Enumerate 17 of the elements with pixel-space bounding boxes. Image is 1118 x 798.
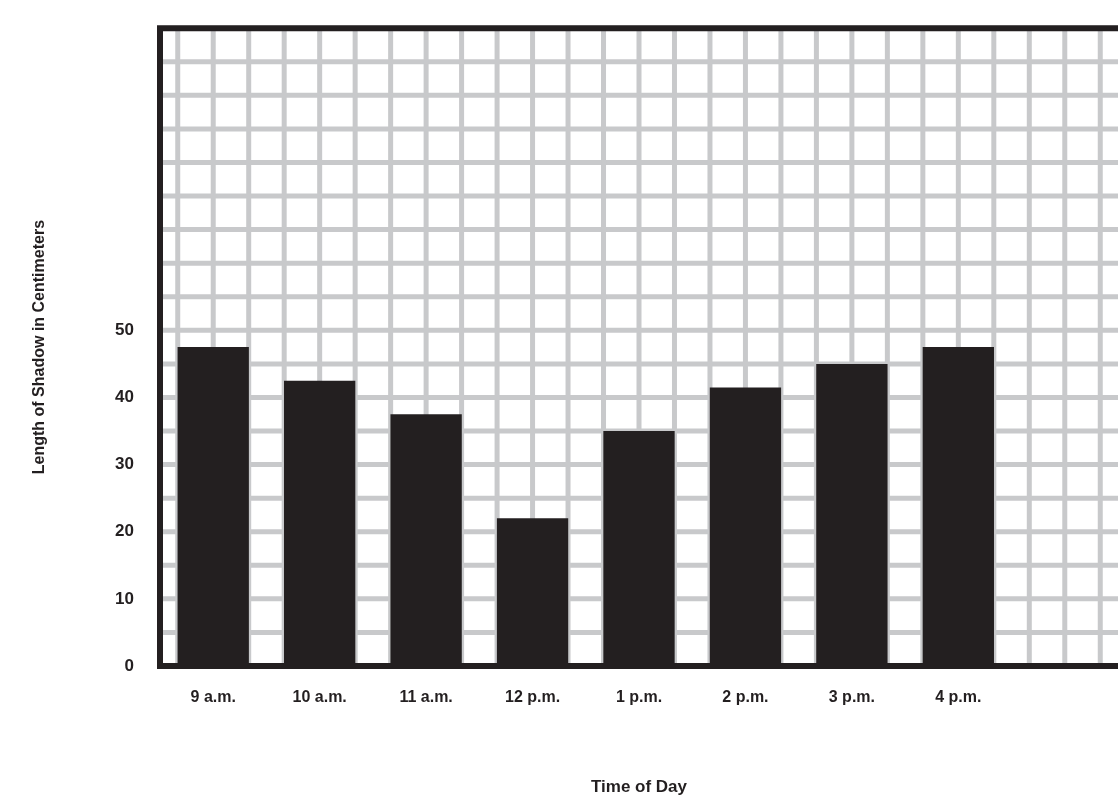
y-tick-label: 10 bbox=[115, 588, 134, 608]
x-tick-label: 11 a.m. bbox=[399, 688, 453, 706]
x-tick-label: 12 p.m. bbox=[504, 688, 561, 706]
y-tick-label: 30 bbox=[115, 454, 134, 474]
y-axis-title: Length of Shadow in Centimeters bbox=[30, 219, 48, 475]
bar bbox=[496, 518, 569, 666]
x-tick-label: 3 p.m. bbox=[828, 688, 876, 706]
x-tick-label: 10 a.m. bbox=[292, 688, 347, 706]
x-tick-label: 1 p.m. bbox=[615, 688, 663, 706]
x-axis-title: Time of Day bbox=[590, 777, 688, 797]
y-tick-label: 40 bbox=[115, 387, 134, 407]
x-tick-label: 4 p.m. bbox=[935, 688, 982, 706]
y-tick-label: 20 bbox=[115, 521, 134, 541]
y-tick-label: 0 bbox=[124, 655, 134, 675]
x-tick-label: 9 a.m. bbox=[190, 688, 236, 706]
x-tick-label: 2 p.m. bbox=[722, 688, 769, 706]
y-tick-label: 50 bbox=[115, 320, 134, 339]
